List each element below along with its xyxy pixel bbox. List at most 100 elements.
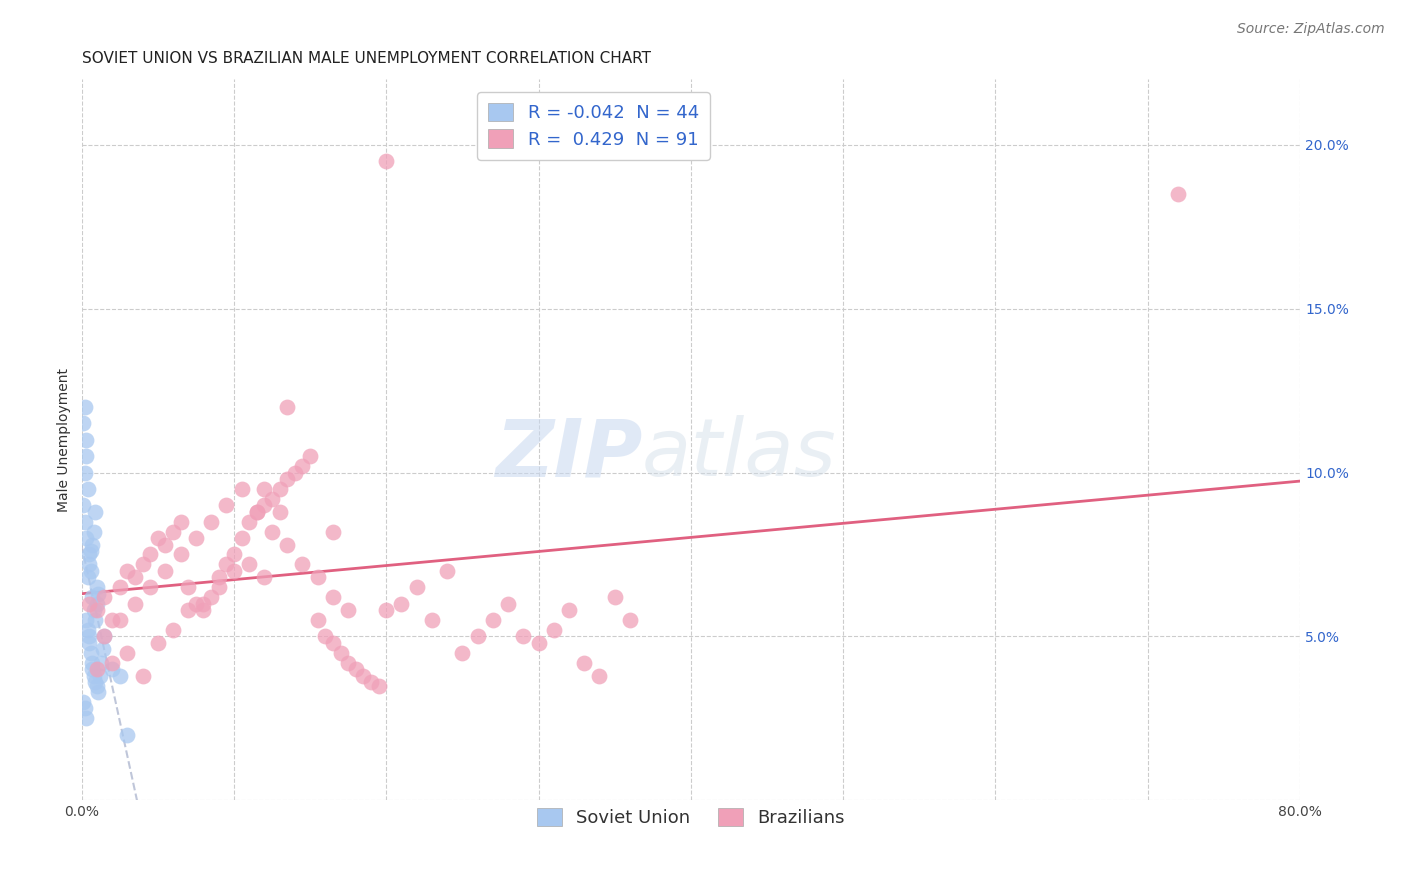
Point xyxy=(87,685,110,699)
Point xyxy=(322,524,344,539)
Point xyxy=(146,636,169,650)
Point xyxy=(76,482,98,496)
Point xyxy=(405,580,427,594)
Point xyxy=(77,629,100,643)
Point xyxy=(208,580,231,594)
Point xyxy=(269,505,291,519)
Point xyxy=(184,531,207,545)
Point xyxy=(101,656,124,670)
Point xyxy=(131,558,153,572)
Point xyxy=(375,154,398,169)
Point xyxy=(75,711,97,725)
Point xyxy=(75,449,97,463)
Point xyxy=(101,613,124,627)
Point xyxy=(344,662,367,676)
Point xyxy=(169,548,191,562)
Point xyxy=(72,695,94,709)
Point xyxy=(108,669,131,683)
Point xyxy=(82,662,104,676)
Point xyxy=(215,558,238,572)
Point xyxy=(208,570,231,584)
Point xyxy=(588,669,610,683)
Point xyxy=(558,603,581,617)
Point xyxy=(193,597,215,611)
Point xyxy=(436,564,458,578)
Point xyxy=(238,558,260,572)
Point xyxy=(496,597,519,611)
Point xyxy=(89,669,111,683)
Point xyxy=(260,491,283,506)
Point xyxy=(108,580,131,594)
Point xyxy=(108,613,131,627)
Point xyxy=(322,636,344,650)
Point xyxy=(86,662,108,676)
Point xyxy=(307,613,329,627)
Point xyxy=(222,564,245,578)
Point xyxy=(131,669,153,683)
Point xyxy=(91,642,114,657)
Point xyxy=(193,603,215,617)
Point xyxy=(117,728,139,742)
Point xyxy=(337,603,360,617)
Point xyxy=(307,570,329,584)
Point xyxy=(73,515,96,529)
Point xyxy=(238,515,260,529)
Point xyxy=(375,603,398,617)
Point xyxy=(93,629,115,643)
Point xyxy=(86,580,108,594)
Point xyxy=(84,505,107,519)
Text: SOVIET UNION VS BRAZILIAN MALE UNEMPLOYMENT CORRELATION CHART: SOVIET UNION VS BRAZILIAN MALE UNEMPLOYM… xyxy=(82,51,651,66)
Point xyxy=(72,417,94,431)
Point xyxy=(75,433,97,447)
Point xyxy=(162,524,184,539)
Point xyxy=(139,580,162,594)
Text: ZIP: ZIP xyxy=(495,415,643,493)
Point xyxy=(72,498,94,512)
Point xyxy=(253,570,276,584)
Point xyxy=(231,482,253,496)
Point xyxy=(86,603,108,617)
Point xyxy=(215,498,238,512)
Point xyxy=(77,558,100,572)
Point xyxy=(200,515,222,529)
Text: Source: ZipAtlas.com: Source: ZipAtlas.com xyxy=(1237,22,1385,37)
Point xyxy=(269,482,291,496)
Point xyxy=(314,629,336,643)
Point xyxy=(87,587,110,601)
Point xyxy=(299,449,322,463)
Point xyxy=(527,636,550,650)
Point xyxy=(82,656,104,670)
Point xyxy=(162,623,184,637)
Point xyxy=(76,570,98,584)
Point xyxy=(73,400,96,414)
Point xyxy=(77,597,100,611)
Point xyxy=(80,544,103,558)
Point xyxy=(75,613,97,627)
Point xyxy=(367,679,389,693)
Point xyxy=(253,482,276,496)
Point xyxy=(84,675,107,690)
Point xyxy=(451,646,474,660)
Point xyxy=(184,597,207,611)
Point xyxy=(200,590,222,604)
Point xyxy=(291,558,314,572)
Point xyxy=(177,580,200,594)
Point xyxy=(84,613,107,627)
Point xyxy=(124,570,146,584)
Point xyxy=(276,400,298,414)
Point xyxy=(352,669,374,683)
Point xyxy=(80,564,103,578)
Point xyxy=(82,538,104,552)
Point xyxy=(512,629,534,643)
Point xyxy=(146,531,169,545)
Point xyxy=(246,505,269,519)
Point xyxy=(83,524,105,539)
Point xyxy=(291,458,314,473)
Point xyxy=(124,597,146,611)
Point xyxy=(222,548,245,562)
Point xyxy=(93,629,115,643)
Point xyxy=(117,646,139,660)
Point xyxy=(77,636,100,650)
Point xyxy=(329,646,352,660)
Point xyxy=(83,603,105,617)
